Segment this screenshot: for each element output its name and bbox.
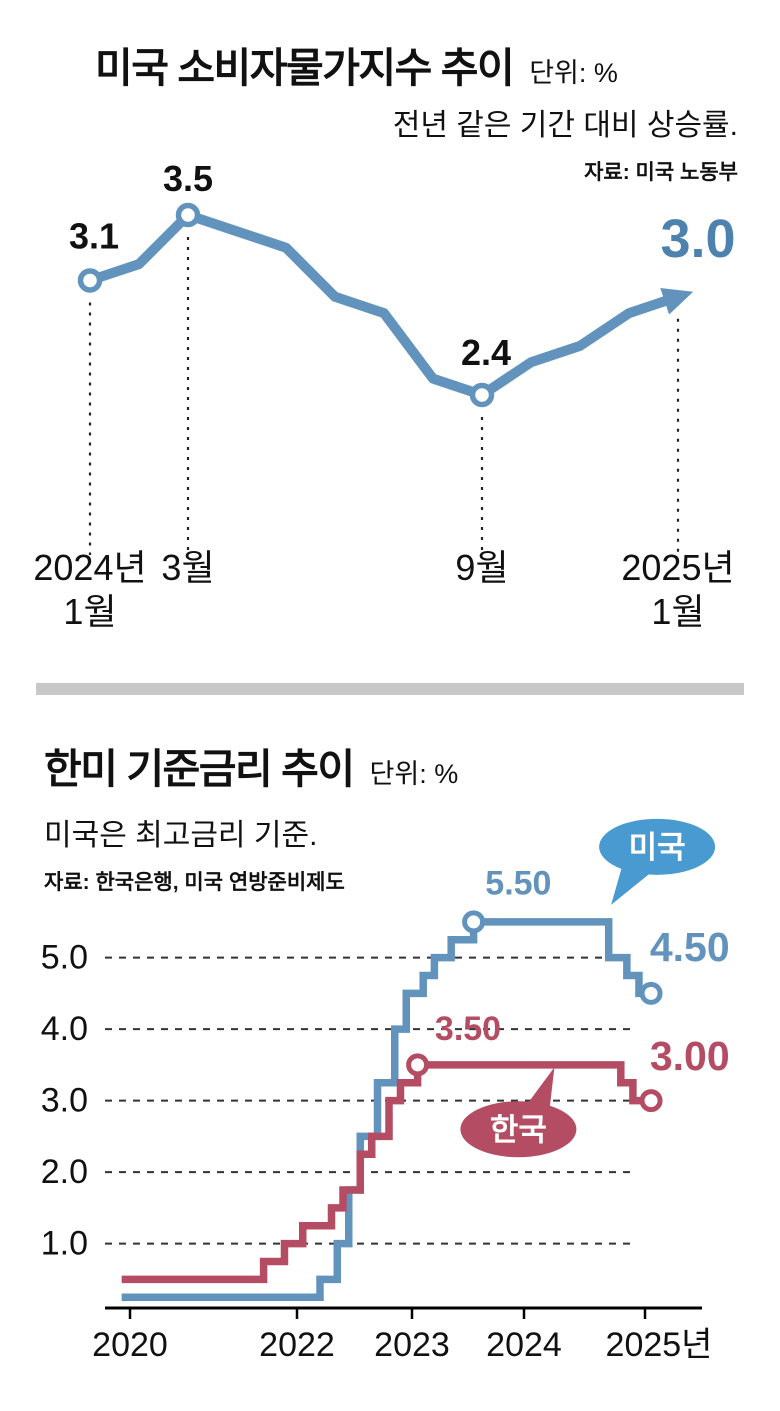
cpi-source: 자료: 미국 노동부: [584, 161, 738, 184]
peak-value-label: 5.50: [485, 865, 551, 903]
legend-bubble-red: 한국: [460, 1067, 577, 1158]
data-point-label: 2.4: [461, 332, 511, 373]
end-marker: [639, 1089, 663, 1113]
y-axis-label: 2.0: [41, 1153, 88, 1191]
rate-step-chart: 1.0 2.0 3.0 4.0 5.0 2020 2022 2023 2024 2025년 5.50…: [41, 818, 730, 1364]
cpi-trend-line: [85, 210, 683, 400]
cpi-chart-title: 미국 소비자물가지수 추이: [95, 45, 515, 91]
x-axis-label: 3월: [161, 547, 214, 588]
cpi-subtitle: 전년 같은 기간 대비 상승률.: [392, 109, 738, 142]
peak-value-label: 3.50: [435, 1010, 501, 1048]
data-point-label: 3.5: [163, 160, 213, 199]
x-axis-label: 1월: [63, 591, 116, 632]
x-axis-label: 2025년: [621, 547, 734, 588]
end-value-label: 3.00: [650, 1033, 730, 1079]
rate-title-row: 한미 기준금리 추이 단위: %: [44, 735, 458, 795]
cpi-title-row: 미국 소비자물가지수 추이 단위: %: [95, 34, 618, 94]
peak-marker: [406, 1053, 430, 1077]
legend-bubble-blue: 미국: [599, 818, 716, 905]
x-axis-label: 9월: [455, 547, 508, 588]
x-axis-label: 2022: [259, 1326, 335, 1364]
y-axis-label: 5.0: [41, 939, 88, 977]
data-point-marker: [469, 382, 495, 408]
data-point-label: 3.0: [660, 209, 735, 269]
end-value-label: 4.50: [650, 924, 730, 970]
cpi-unit-label: 단위: %: [529, 58, 618, 88]
peak-marker: [462, 910, 486, 934]
x-axis-label: 2020: [92, 1326, 168, 1364]
y-axis-label: 3.0: [41, 1082, 88, 1120]
bubble-label: 한국: [490, 1112, 547, 1147]
data-point-marker: [175, 202, 201, 228]
x-axis-label: 2025년: [606, 1326, 713, 1364]
x-axis-label: 2024년: [33, 547, 146, 588]
bubble-label: 미국: [629, 830, 686, 865]
x-axis-label: 1월: [651, 591, 704, 632]
data-point-marker: [77, 268, 103, 293]
section-divider: [36, 683, 744, 695]
rate-unit-label: 단위: %: [369, 759, 459, 789]
y-axis-label: 4.0: [41, 1010, 88, 1048]
rate-source: 자료: 한국은행, 미국 연방준비제도: [44, 871, 345, 894]
trend-arrow-icon: [660, 287, 694, 315]
x-axis-label: 2024: [486, 1326, 562, 1364]
x-axis-label: 2023: [374, 1326, 450, 1364]
rate-step-line-blue: [121, 918, 652, 1302]
bubble-shape: [460, 1101, 577, 1158]
y-axis-label: 1.0: [41, 1225, 88, 1263]
rate-step-line-red: [121, 1061, 652, 1284]
bubble-shape: [599, 818, 716, 875]
data-point-label: 3.1: [69, 215, 119, 256]
end-marker: [639, 981, 663, 1005]
rate-subtitle: 미국은 최고금리 기준.: [44, 819, 318, 852]
rate-chart-title: 한미 기준금리 추이: [44, 746, 355, 792]
